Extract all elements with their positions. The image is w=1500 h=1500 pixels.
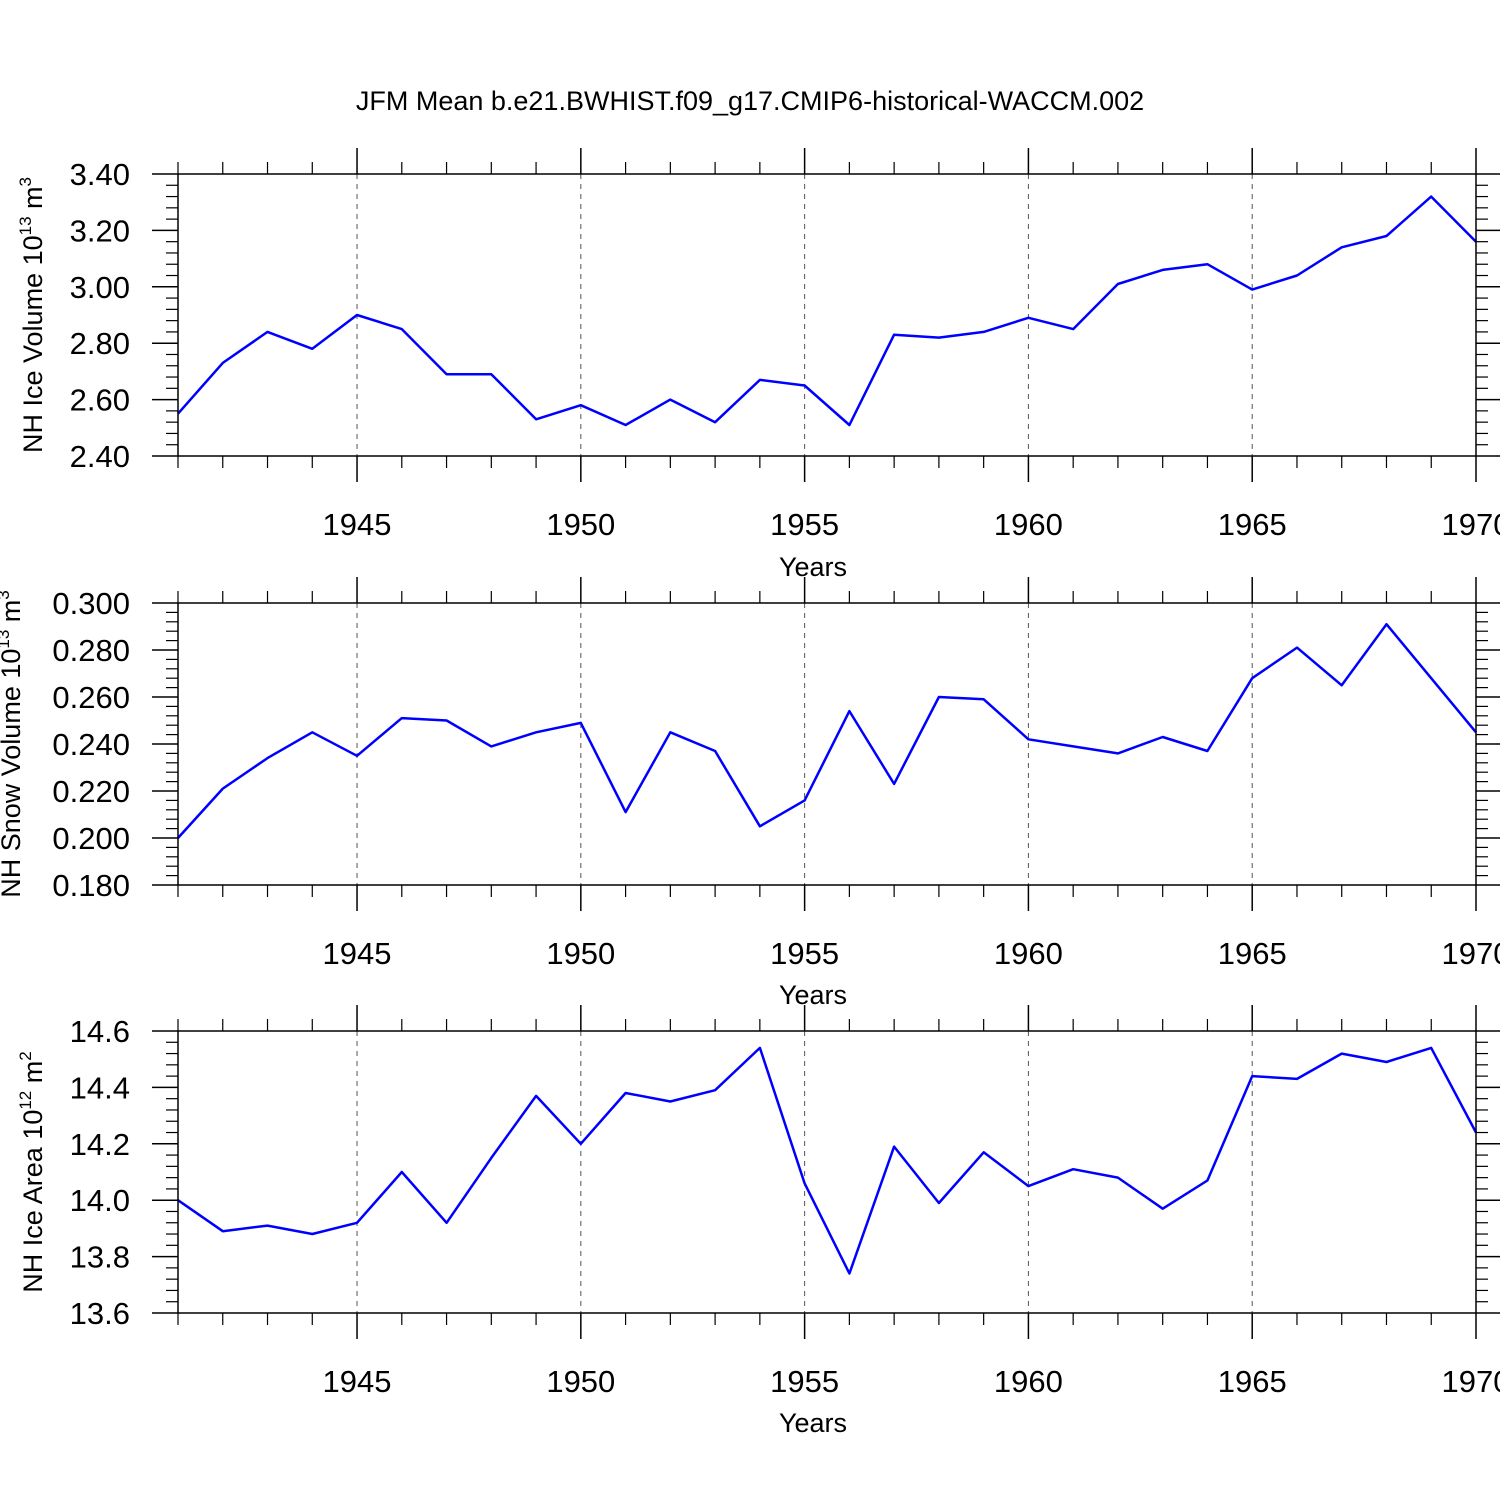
x-tick-label: 1955 (770, 507, 839, 542)
x-tick-label: 1965 (1218, 507, 1287, 542)
panel-1-grid (356, 603, 1477, 885)
x-tick-label: 1960 (994, 936, 1063, 971)
panel-0-ytick-labels: 2.40 2.60 2.80 3.00 3.20 3.40 (70, 157, 130, 474)
x-tick-label: 1950 (546, 1364, 615, 1399)
y-tick-label: 2.60 (70, 383, 130, 418)
panel-0-xtick-labels: 1945 1950 1955 1960 1965 1970 (323, 507, 1500, 542)
y-tick-label: 3.20 (70, 213, 130, 248)
panel-ice-volume: 2.40 2.60 2.80 3.00 3.20 3.40 1945 1950 1955 196… (16, 148, 1500, 582)
y-tick-label: 14.0 (70, 1183, 130, 1218)
y-tick-label: 2.80 (70, 326, 130, 361)
x-tick-label: 1945 (323, 936, 392, 971)
x-tick-label: 1970 (1442, 936, 1500, 971)
y-tick-label: 0.300 (52, 586, 130, 621)
panel-2-ylabel: NH Ice Area 1012 m2 (16, 1051, 48, 1292)
panel-0-grid (356, 174, 1477, 456)
x-tick-label: 1955 (770, 936, 839, 971)
y-tick-label: 0.180 (52, 868, 130, 903)
y-tick-label: 14.2 (70, 1127, 130, 1162)
x-tick-label: 1945 (323, 507, 392, 542)
x-tick-label: 1965 (1218, 1364, 1287, 1399)
y-tick-label: 3.00 (70, 270, 130, 305)
panel-2-ytick-labels: 13.6 13.8 14.0 14.2 14.4 14.6 (70, 1014, 130, 1331)
panel-1-series-line (177, 622, 1477, 839)
x-tick-label: 1970 (1442, 507, 1500, 542)
panel-0-ylabel: NH Ice Volume 1013 m3 (16, 177, 48, 453)
panel-1-xlabel: Years (779, 980, 847, 1010)
panel-1-ylabel: NH Snow Volume 1013 m3 (0, 590, 26, 898)
panel-2-xlabel: Years (779, 1408, 847, 1438)
y-tick-label: 13.6 (70, 1296, 130, 1331)
panel-snow-volume: 0.180 0.200 0.220 0.240 0.260 0.280 0.300 1945… (0, 577, 1500, 1010)
panel-2-frame (177, 1030, 1477, 1314)
x-tick-label: 1960 (994, 1364, 1063, 1399)
panel-2-ticks (152, 1005, 1500, 1339)
x-tick-label: 1965 (1218, 936, 1287, 971)
x-tick-label: 1960 (994, 507, 1063, 542)
y-tick-label: 0.220 (52, 774, 130, 809)
y-tick-label: 0.260 (52, 680, 130, 715)
panel-2-series-line (177, 1046, 1478, 1275)
x-tick-label: 1955 (770, 1364, 839, 1399)
y-tick-label: 14.4 (70, 1070, 130, 1105)
panel-0-xlabel: Years (779, 552, 847, 582)
panel-1-ytick-labels: 0.180 0.200 0.220 0.240 0.260 0.280 0.300 (52, 586, 130, 903)
panel-0-ticks (152, 148, 1500, 482)
panel-1-frame (177, 602, 1477, 886)
y-tick-label: 14.6 (70, 1014, 130, 1049)
y-tick-label: 0.240 (52, 727, 130, 762)
x-tick-label: 1950 (546, 936, 615, 971)
panel-ice-area: 13.6 13.8 14.0 14.2 14.4 14.6 1945 1950 1955 196… (16, 1005, 1500, 1438)
panel-1-xtick-labels: 1945 1950 1955 1960 1965 1970 (323, 936, 1500, 971)
y-tick-label: 2.40 (70, 439, 130, 474)
y-tick-label: 3.40 (70, 157, 130, 192)
y-tick-label: 0.200 (52, 821, 130, 856)
x-tick-label: 1945 (323, 1364, 392, 1399)
chart-title: JFM Mean b.e21.BWHIST.f09_g17.CMIP6-hist… (356, 86, 1144, 116)
panel-0-frame (177, 173, 1477, 457)
panel-0-series-line (177, 195, 1477, 427)
panel-1-ticks (152, 577, 1500, 911)
x-tick-label: 1950 (546, 507, 615, 542)
panel-2-xtick-labels: 1945 1950 1955 1960 1965 1970 (323, 1364, 1500, 1399)
y-tick-label: 13.8 (70, 1240, 130, 1275)
x-tick-label: 1970 (1442, 1364, 1500, 1399)
y-tick-label: 0.280 (52, 633, 130, 668)
